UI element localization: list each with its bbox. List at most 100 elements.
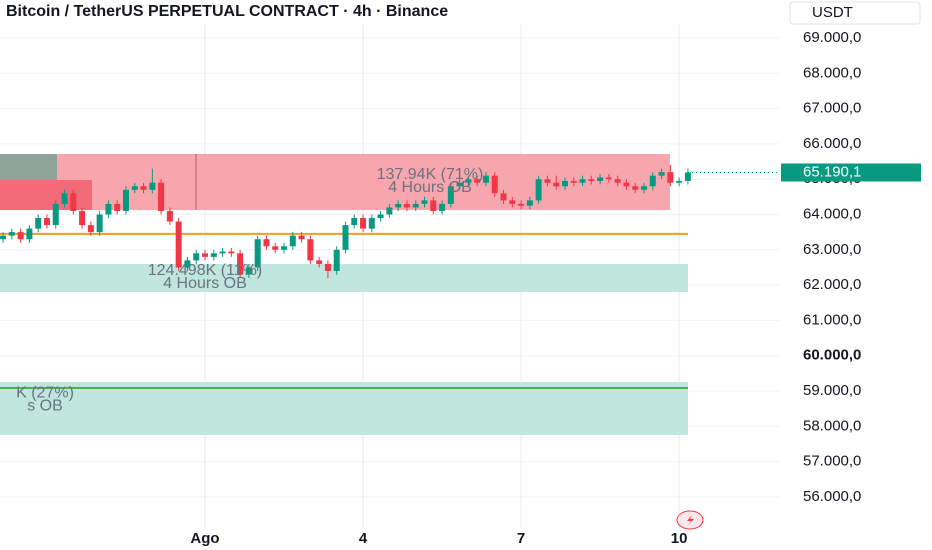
candle-body bbox=[210, 253, 217, 257]
candle-body bbox=[70, 193, 77, 211]
candle-body bbox=[526, 200, 533, 206]
candle-body bbox=[17, 232, 24, 240]
candle-body bbox=[289, 235, 296, 247]
candle-body bbox=[272, 246, 279, 250]
chart-title: Bitcoin / TetherUS PERPETUAL CONTRACT · … bbox=[6, 3, 448, 20]
x-tick-label: 7 bbox=[517, 530, 525, 547]
candle-body bbox=[43, 218, 50, 226]
candle-body bbox=[307, 239, 314, 261]
title-bar bbox=[0, 0, 780, 24]
candle-body bbox=[667, 172, 674, 183]
candle-body bbox=[368, 218, 375, 229]
candle-body bbox=[676, 180, 683, 183]
candle-body bbox=[316, 260, 323, 264]
x-tick-label: 10 bbox=[671, 530, 688, 547]
candle-body bbox=[298, 235, 305, 240]
zone-label: 124.498K (11%) bbox=[148, 262, 262, 279]
candle-body bbox=[561, 180, 568, 187]
candle-body bbox=[579, 179, 586, 183]
candle-body bbox=[96, 214, 103, 233]
candle-body bbox=[421, 200, 428, 204]
y-tick-label: 62.000,0 bbox=[803, 276, 861, 293]
candle-body bbox=[684, 172, 691, 181]
candle-body bbox=[474, 179, 481, 183]
y-tick-label: 66.000,0 bbox=[803, 135, 861, 152]
candle-body bbox=[342, 225, 349, 250]
candle-body bbox=[149, 182, 156, 190]
currency[interactable]: USDT bbox=[812, 4, 853, 21]
zone-block bbox=[0, 153, 57, 180]
candle-body bbox=[8, 232, 15, 236]
y-tick-label: 56.000,0 bbox=[803, 488, 861, 505]
candle-body bbox=[61, 193, 68, 204]
candle-body bbox=[658, 172, 665, 176]
candle-body bbox=[87, 225, 94, 233]
candle-body bbox=[491, 175, 498, 194]
candle-body bbox=[377, 214, 384, 219]
candle-body bbox=[35, 218, 42, 229]
candle-body bbox=[219, 251, 226, 254]
zone-label: K (27%) bbox=[16, 385, 74, 402]
order-block-zone bbox=[0, 263, 688, 292]
zone-label: 4 Hours OB bbox=[388, 179, 472, 196]
candle-body bbox=[114, 203, 121, 211]
candle-body bbox=[535, 179, 542, 201]
candle-body bbox=[518, 203, 525, 206]
y-tick-label: 60.000,0 bbox=[803, 347, 861, 364]
order-block-zone bbox=[0, 153, 670, 211]
order-block-zone bbox=[0, 381, 688, 435]
candle-body bbox=[245, 267, 252, 275]
candle-body bbox=[614, 179, 621, 183]
candle-body bbox=[281, 246, 288, 250]
candle-body bbox=[140, 186, 147, 190]
candle-body bbox=[105, 203, 112, 215]
candle-body bbox=[509, 200, 516, 204]
candle-body bbox=[649, 175, 656, 187]
candle-body bbox=[597, 177, 604, 181]
candle-body bbox=[544, 179, 551, 183]
candle-body bbox=[202, 253, 208, 257]
candle-body bbox=[351, 218, 358, 226]
zone-label: 4 Hours OB bbox=[163, 275, 247, 292]
candle-body bbox=[237, 253, 244, 275]
candle-body bbox=[131, 186, 138, 190]
y-tick-label: 69.000,0 bbox=[803, 29, 861, 46]
x-tick-label: 4 bbox=[359, 530, 368, 547]
candle-body bbox=[175, 221, 182, 268]
x-tick-label: Ago bbox=[190, 530, 219, 547]
y-tick-label: 59.000,0 bbox=[803, 382, 861, 399]
candle-body bbox=[122, 189, 129, 211]
candle-body bbox=[439, 203, 446, 211]
candle-body bbox=[158, 182, 165, 211]
candle-body bbox=[605, 177, 612, 180]
candle-body bbox=[553, 182, 560, 187]
y-tick-label: 57.000,0 bbox=[803, 453, 861, 470]
candle-body bbox=[184, 260, 191, 268]
candle-body bbox=[482, 175, 489, 183]
candle-body bbox=[500, 193, 507, 201]
currency-box[interactable] bbox=[789, 1, 921, 25]
lightning-icon[interactable] bbox=[676, 510, 704, 530]
last-price-box bbox=[781, 163, 921, 182]
candle-body bbox=[447, 186, 454, 204]
candle-body bbox=[333, 249, 340, 271]
zone-label: 137.94K (71%) bbox=[377, 166, 484, 183]
candle-body bbox=[456, 182, 463, 187]
candle-body bbox=[570, 180, 577, 183]
candle-body bbox=[263, 239, 270, 247]
candle-body bbox=[412, 203, 419, 208]
candle-body bbox=[395, 203, 402, 208]
last-price-label: 65.190,1 bbox=[803, 163, 861, 180]
candle-body bbox=[632, 186, 639, 190]
candle-body bbox=[79, 210, 86, 226]
candle-body bbox=[641, 186, 647, 190]
y-tick-label: 63.000,0 bbox=[803, 241, 861, 258]
candle-body bbox=[52, 203, 59, 226]
candle-body bbox=[166, 210, 173, 222]
candle-body bbox=[360, 218, 367, 229]
candle-body bbox=[623, 182, 630, 187]
candle-body bbox=[403, 203, 410, 208]
candle-body bbox=[386, 207, 393, 215]
